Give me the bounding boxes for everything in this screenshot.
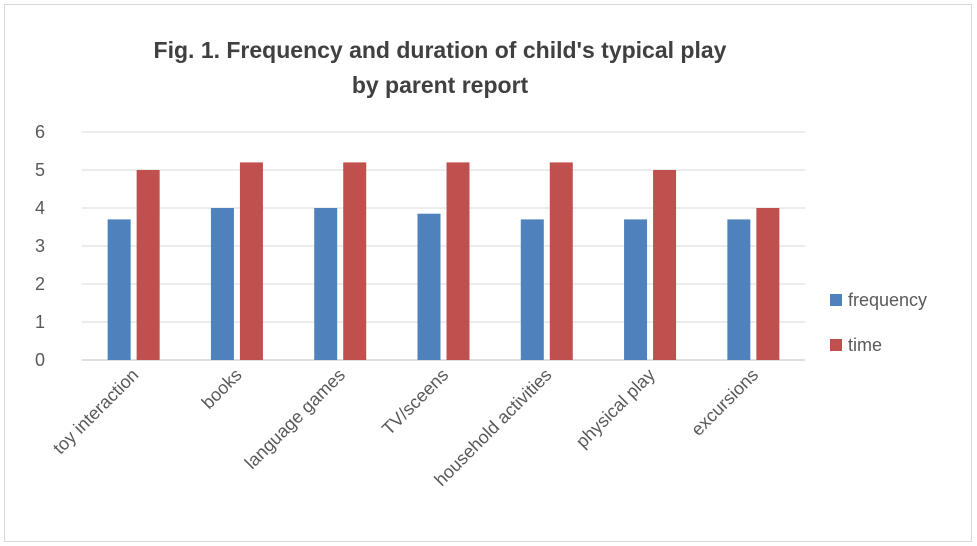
bar-time [239, 162, 263, 360]
bar-time [549, 162, 573, 360]
bar-time [653, 170, 677, 360]
y-tick-label: 4 [35, 198, 45, 218]
x-category-label: toy interaction [49, 365, 142, 458]
x-category-label: books [198, 365, 246, 413]
x-category-label: household activities [430, 365, 555, 490]
y-tick-label: 5 [35, 160, 45, 180]
bars [107, 162, 780, 360]
bar-time [756, 208, 780, 360]
y-tick-label: 2 [35, 274, 45, 294]
bar-time [446, 162, 470, 360]
bar-frequency [727, 219, 751, 360]
legend-swatch-time [830, 339, 842, 351]
bar-frequency [314, 208, 338, 360]
chart-frame [4, 4, 972, 542]
bar-frequency [210, 208, 234, 360]
bar-frequency [417, 213, 441, 360]
x-category-label: excursions [687, 365, 762, 440]
chart-title-line2: by parent report [352, 72, 529, 98]
bar-frequency [520, 219, 544, 360]
bar-time [136, 170, 160, 360]
y-tick-label: 1 [35, 312, 45, 332]
chart-title-line1: Fig. 1. Frequency and duration of child'… [154, 37, 727, 63]
x-category-label: language games [241, 365, 349, 473]
legend-swatch-frequency [830, 294, 842, 306]
legend-label-time: time [848, 335, 882, 355]
bar-frequency [107, 219, 131, 360]
bar-time [343, 162, 367, 360]
y-tick-label: 0 [35, 350, 45, 370]
y-axis-ticks: 0 1 2 3 4 5 6 [35, 122, 45, 370]
x-category-label: TV/sceens [378, 365, 452, 439]
legend-label-frequency: frequency [848, 290, 927, 310]
y-tick-label: 6 [35, 122, 45, 142]
x-category-label: physical play [572, 365, 659, 452]
gridlines [82, 131, 805, 361]
bar-frequency [624, 219, 648, 360]
y-tick-label: 3 [35, 236, 45, 256]
legend: frequency time [830, 290, 927, 355]
